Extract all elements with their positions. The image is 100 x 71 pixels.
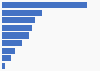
Bar xyxy=(2,63,5,69)
Bar xyxy=(2,40,22,46)
Bar xyxy=(2,55,10,61)
Bar xyxy=(2,17,34,23)
Bar xyxy=(2,10,42,16)
Bar xyxy=(2,2,87,8)
Bar xyxy=(2,48,15,54)
Bar xyxy=(2,25,32,31)
Bar xyxy=(2,32,29,39)
